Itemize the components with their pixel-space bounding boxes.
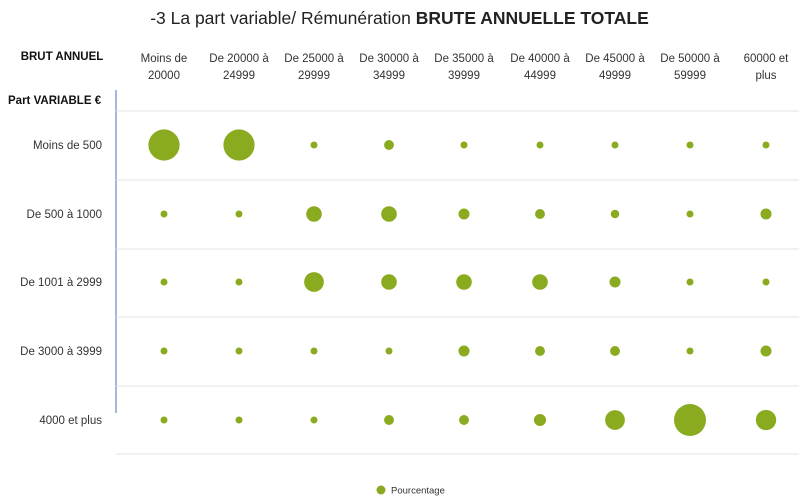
bubble: [310, 416, 318, 424]
y-tick-label: De 1001 à 2999: [20, 277, 102, 289]
bubble: [610, 209, 620, 219]
x-tick-label: De 40000 à: [510, 53, 570, 65]
x-tick-label: De 25000 à: [284, 53, 344, 65]
bubble: [674, 404, 706, 436]
bubble: [160, 347, 168, 355]
y-axis-title: Part VARIABLE €: [8, 95, 102, 107]
y-tick-labels: Moins de 500 De 500 à 1000 De 1001 à 2999 D…: [20, 140, 102, 427]
bubble: [686, 347, 694, 355]
bubble: [148, 129, 180, 161]
x-tick-label: 44999: [524, 70, 556, 82]
x-tick-label: 34999: [373, 70, 405, 82]
y-tick-label: De 3000 à 3999: [20, 346, 102, 358]
x-tick-label: 60000 et: [744, 53, 790, 65]
chart-title-part1: -3 La part variable/ Rémunération: [150, 8, 416, 28]
y-tick-label: De 500 à 1000: [27, 209, 102, 221]
x-tick-label: 59999: [674, 70, 706, 82]
x-tick-label: 20000: [148, 70, 180, 82]
bubble: [609, 276, 621, 288]
bubble: [762, 141, 770, 149]
bubble: [610, 346, 620, 356]
bubble: [235, 416, 243, 424]
x-tick-label: 49999: [599, 70, 631, 82]
x-tick-label: 29999: [298, 70, 330, 82]
bubble: [755, 409, 777, 431]
bubble: [686, 141, 694, 149]
x-tick-label: plus: [755, 70, 776, 82]
bubble: [458, 208, 470, 220]
bubble: [533, 413, 547, 427]
bubble: [760, 345, 772, 357]
grid-lines: [116, 110, 799, 455]
x-tick-label: De 20000 à: [209, 53, 269, 65]
bubble: [310, 141, 318, 149]
bubble: [458, 345, 470, 357]
bubble: [384, 415, 394, 425]
x-tick-labels: Moins de 20000 De 20000 à 24999 De 25000 à 29…: [141, 53, 790, 82]
bubble: [304, 272, 324, 292]
chart-title: -3 La part variable/ Rémunération BRUTE …: [0, 8, 799, 29]
bubble: [535, 346, 545, 356]
x-tick-label: De 50000 à: [660, 53, 720, 65]
bubble: [306, 206, 322, 222]
bubble: [762, 278, 770, 286]
bubble: [235, 210, 243, 218]
x-tick-label: De 35000 à: [434, 53, 494, 65]
x-tick-label: De 30000 à: [359, 53, 419, 65]
bubble: [160, 210, 168, 218]
bubble: [235, 278, 243, 286]
bubble: [385, 347, 393, 355]
y-tick-label: 4000 et plus: [39, 415, 102, 427]
bubble: [381, 206, 397, 222]
bubble: [160, 278, 168, 286]
bubble: [223, 129, 255, 161]
bubble: [605, 410, 625, 430]
bubble: [686, 210, 694, 218]
bubble: [456, 274, 472, 290]
bubble: [460, 141, 468, 149]
legend: Pourcentage: [376, 485, 445, 497]
bubble: [384, 140, 394, 150]
bubble: [459, 415, 469, 425]
bubble: [235, 347, 243, 355]
bubble: [532, 274, 548, 290]
legend-label: Pourcentage: [391, 486, 445, 497]
x-tick-label: De 45000 à: [585, 53, 645, 65]
x-axis-title: BRUT ANNUEL: [21, 51, 104, 63]
bubble-series: [148, 129, 777, 436]
bubble: [536, 141, 544, 149]
x-tick-label: Moins de: [141, 53, 188, 65]
bubble: [310, 347, 318, 355]
bubble: [381, 274, 397, 290]
x-tick-label: 24999: [223, 70, 255, 82]
chart-title-part2: BRUTE ANNUELLE TOTALE: [415, 8, 649, 28]
bubble: [686, 278, 694, 286]
bubble: [535, 209, 545, 219]
x-tick-label: 39999: [448, 70, 480, 82]
bubble: [611, 141, 619, 149]
bubble: [760, 208, 772, 220]
y-tick-label: Moins de 500: [33, 140, 102, 152]
bubble: [160, 416, 168, 424]
legend-marker: [376, 485, 386, 495]
